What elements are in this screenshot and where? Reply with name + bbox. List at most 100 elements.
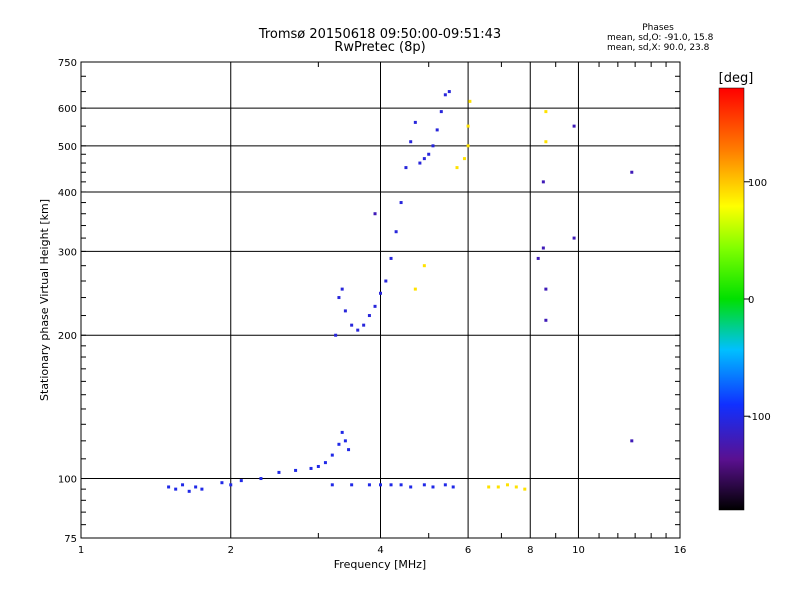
chart-subtitle: RwPretec (8p): [334, 40, 426, 55]
colorbar-tick-label: 0: [748, 295, 754, 306]
x-tick-label: 4: [377, 545, 383, 556]
data-point: [229, 483, 233, 487]
data-point: [330, 453, 334, 457]
data-point: [409, 140, 413, 144]
data-point: [294, 468, 298, 472]
y-tick-label: 75: [64, 534, 77, 545]
data-point: [373, 304, 377, 308]
x-axis-label: Frequency [MHz]: [334, 558, 426, 571]
data-point: [413, 287, 417, 291]
data-point: [422, 157, 426, 161]
data-point: [200, 487, 204, 491]
data-point: [536, 256, 540, 260]
data-point: [496, 485, 500, 489]
y-axis-label: Stationary phase Virtual Height [km]: [38, 199, 51, 401]
data-point: [427, 152, 431, 156]
x-tick-label: 16: [674, 545, 687, 556]
data-point: [337, 296, 341, 300]
phases-legend-o: mean, sd,O: -91.0, 15.8: [607, 33, 714, 43]
data-point: [334, 333, 338, 337]
data-point: [455, 166, 459, 170]
data-point: [340, 430, 344, 434]
data-point: [409, 485, 413, 489]
data-point: [399, 201, 403, 205]
data-point: [220, 481, 224, 485]
data-point: [399, 483, 403, 487]
data-point: [435, 128, 439, 132]
data-point: [544, 110, 548, 114]
data-point: [422, 483, 426, 487]
colorbar: [719, 88, 744, 510]
data-point: [505, 483, 509, 487]
data-point: [367, 314, 371, 318]
data-point: [323, 461, 327, 465]
data-point: [389, 483, 393, 487]
data-point: [389, 256, 393, 260]
data-point: [541, 180, 545, 184]
data-point: [443, 483, 447, 487]
colorbar-label: [deg]: [719, 71, 754, 86]
data-point: [418, 161, 422, 165]
phases-legend-title: Phases: [642, 23, 674, 33]
y-tick-label: 300: [58, 247, 77, 258]
data-point: [343, 439, 347, 443]
data-point: [174, 487, 178, 491]
data-point: [544, 287, 548, 291]
data-point: [487, 485, 491, 489]
data-point: [439, 110, 443, 114]
data-point: [187, 489, 191, 493]
colorbar-tick-label: 100: [748, 178, 767, 189]
data-point: [431, 485, 435, 489]
data-point: [451, 485, 455, 489]
data-point: [544, 318, 548, 322]
data-point: [337, 442, 341, 446]
data-point: [630, 439, 634, 443]
data-point: [572, 124, 576, 128]
data-point: [316, 464, 320, 468]
y-tick-label: 200: [58, 331, 77, 342]
x-tick-label: 2: [228, 545, 234, 556]
x-tick-label: 1: [78, 545, 84, 556]
y-tick-label: 750: [58, 58, 77, 69]
y-tick-label: 600: [58, 104, 77, 115]
chart-title: Tromsø 20150618 09:50:00-09:51:43: [258, 27, 502, 42]
data-point: [373, 212, 377, 216]
data-point: [194, 485, 198, 489]
data-point: [362, 323, 366, 327]
data-point: [462, 157, 466, 161]
x-tick-label: 8: [527, 545, 533, 556]
data-point: [350, 483, 354, 487]
data-point: [431, 144, 435, 148]
y-tick-label: 500: [58, 142, 77, 153]
data-point: [379, 483, 382, 487]
data-point: [466, 144, 470, 148]
y-tick-label: 400: [58, 188, 77, 199]
data-point: [181, 483, 185, 487]
data-point: [384, 279, 388, 283]
data-point: [466, 124, 470, 128]
data-point: [167, 485, 171, 489]
data-point: [468, 99, 472, 103]
data-point: [630, 170, 634, 174]
data-point: [394, 230, 398, 234]
data-point: [541, 246, 545, 250]
x-tick-label: 10: [572, 545, 585, 556]
data-point: [350, 323, 354, 327]
data-point: [443, 93, 447, 97]
data-point: [523, 487, 527, 491]
data-point: [544, 140, 548, 144]
phases-legend-x: mean, sd,X: 90.0, 23.8: [607, 43, 710, 53]
data-point: [259, 477, 263, 481]
data-point: [404, 166, 408, 170]
data-point: [356, 328, 360, 332]
data-point: [447, 90, 451, 94]
data-point: [572, 236, 576, 240]
data-point: [343, 309, 347, 313]
data-point: [277, 470, 281, 474]
data-point: [340, 287, 344, 291]
data-point: [309, 466, 313, 470]
data-point: [422, 264, 426, 268]
x-tick-label: 6: [465, 545, 471, 556]
data-point: [379, 291, 382, 295]
data-point: [367, 483, 371, 487]
